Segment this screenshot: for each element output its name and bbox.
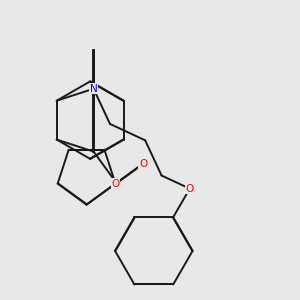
Text: O: O bbox=[186, 184, 194, 194]
Text: O: O bbox=[139, 159, 147, 169]
Text: O: O bbox=[111, 178, 120, 189]
Text: N: N bbox=[90, 84, 98, 94]
